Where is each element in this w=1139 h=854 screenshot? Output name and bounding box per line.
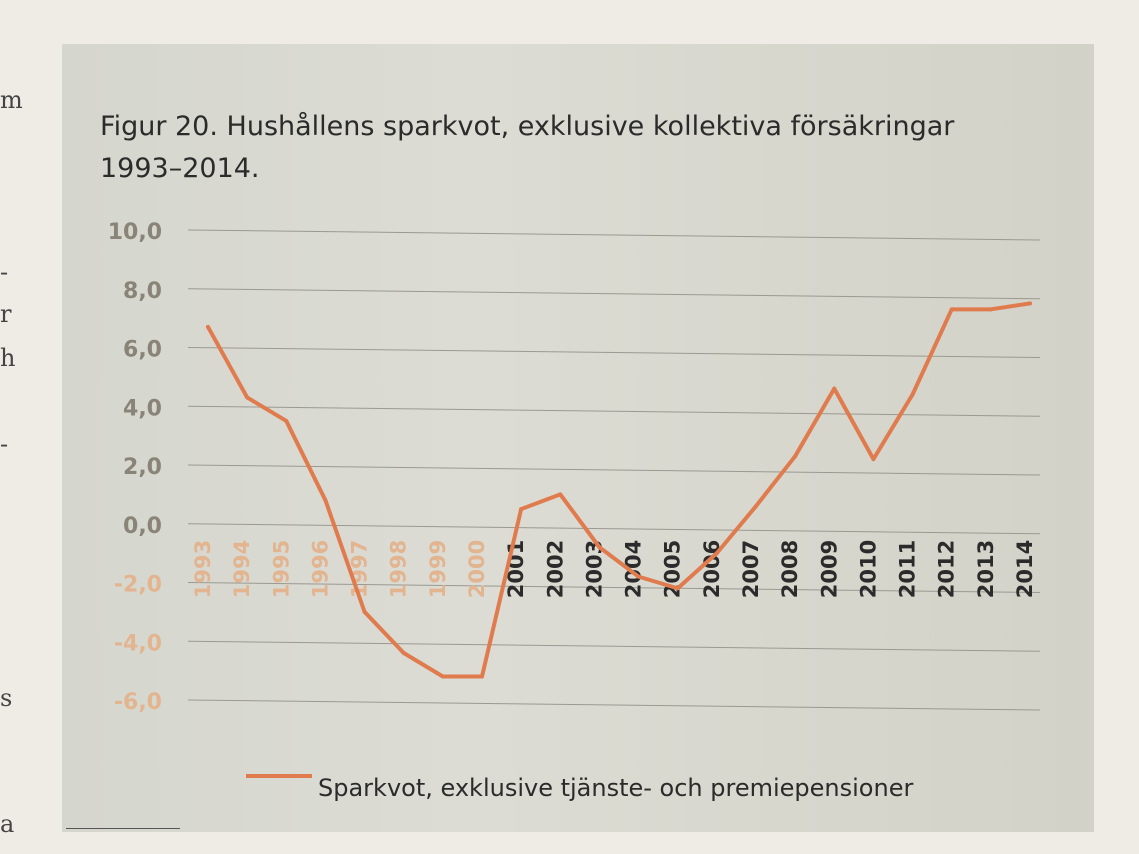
x-tick-label: 2008 xyxy=(778,540,802,598)
gridline xyxy=(187,288,1041,300)
margin-letter: m xyxy=(0,86,23,114)
x-tick-label: 2009 xyxy=(817,540,841,598)
y-tick-label: 8,0 xyxy=(123,279,162,304)
y-tick-label: 4,0 xyxy=(123,396,162,421)
gridline xyxy=(187,582,1041,593)
data-point xyxy=(440,674,445,679)
gridline xyxy=(187,464,1041,476)
data-point xyxy=(675,586,680,591)
data-point xyxy=(597,545,602,550)
x-tick-label: 2012 xyxy=(935,540,959,598)
margin-letter: h xyxy=(0,344,16,372)
x-tick-label: 2011 xyxy=(896,540,920,598)
data-point xyxy=(401,651,406,655)
page-margin-text: m - r h - s a xyxy=(0,0,40,854)
y-tick-label: -6,0 xyxy=(114,690,162,715)
data-point xyxy=(754,504,758,509)
x-tick-label: 1999 xyxy=(426,540,450,598)
x-tick-label: 2000 xyxy=(465,540,489,598)
y-tick-label: 10,0 xyxy=(108,220,162,245)
data-point xyxy=(245,395,250,400)
x-tick-label: 2010 xyxy=(856,540,880,598)
data-point xyxy=(832,386,837,391)
data-point xyxy=(284,418,289,423)
margin-letter: - xyxy=(0,258,9,286)
x-tick-label: 1995 xyxy=(269,540,293,598)
gridline xyxy=(187,699,1041,711)
margin-letter: r xyxy=(0,300,12,328)
series-line xyxy=(206,301,1032,679)
x-tick-label: 1993 xyxy=(191,540,215,598)
chart-title-line: Figur 20. Hushållens sparkvot, exklusive… xyxy=(100,111,955,142)
data-point xyxy=(362,609,367,614)
y-tick-label: 0,0 xyxy=(123,514,162,539)
x-tick-label: 1998 xyxy=(387,540,411,598)
data-point xyxy=(323,498,328,503)
x-tick-label: 2013 xyxy=(974,540,998,598)
x-tick-label: 1996 xyxy=(308,540,332,598)
margin-letter: - xyxy=(0,430,9,458)
x-tick-label: 2014 xyxy=(1013,540,1037,598)
gridline xyxy=(187,229,1041,241)
gridline xyxy=(187,640,1041,652)
chart-title: Figur 20. Hushållens sparkvot, exklusive… xyxy=(100,106,1060,190)
data-point xyxy=(636,574,641,579)
data-point xyxy=(519,507,524,512)
x-tick-label: 2002 xyxy=(543,540,567,598)
gridline xyxy=(187,347,1041,358)
x-tick-label: 2007 xyxy=(739,540,763,598)
y-tick-label: 6,0 xyxy=(123,338,162,363)
data-point xyxy=(793,454,798,459)
footnote-rule xyxy=(66,828,180,829)
data-point xyxy=(714,551,719,556)
y-tick-label: -4,0 xyxy=(114,631,162,656)
margin-letter: s xyxy=(0,684,13,712)
gridline xyxy=(187,405,1041,417)
data-point xyxy=(910,392,915,397)
y-tick-label: -2,0 xyxy=(114,573,162,598)
x-tick-label: 2005 xyxy=(661,540,685,598)
data-point xyxy=(206,324,210,329)
x-tick-label: 1994 xyxy=(230,540,254,598)
gridline xyxy=(187,523,1041,535)
data-point xyxy=(1028,301,1032,306)
data-point xyxy=(558,492,563,497)
data-point xyxy=(988,307,993,312)
margin-letter: a xyxy=(0,810,15,838)
y-tick-label: 2,0 xyxy=(123,455,162,480)
data-point xyxy=(949,307,954,312)
data-point xyxy=(480,674,484,679)
data-point xyxy=(871,457,876,462)
legend-label: Sparkvot, exklusive tjänste- och premiep… xyxy=(318,774,913,802)
chart-title-line: 1993–2014. xyxy=(100,153,260,184)
